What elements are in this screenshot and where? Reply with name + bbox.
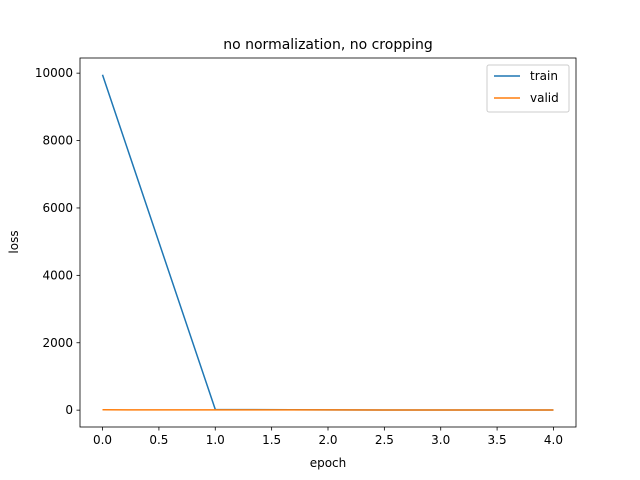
x-tick-label: 1.0 xyxy=(206,433,225,447)
y-tick-label: 0 xyxy=(65,403,73,417)
y-tick-label: 6000 xyxy=(42,201,73,215)
x-tick-label: 1.5 xyxy=(262,433,281,447)
plot-area xyxy=(101,74,554,411)
x-axis-label: epoch xyxy=(310,456,347,470)
x-tick-label: 4.0 xyxy=(544,433,563,447)
x-tick-label: 2.5 xyxy=(375,433,394,447)
x-tick-label: 2.0 xyxy=(318,433,337,447)
legend: train valid xyxy=(486,64,570,113)
x-tick-label: 0.5 xyxy=(149,433,168,447)
y-tick-label: 10000 xyxy=(35,66,73,80)
legend-label-valid: valid xyxy=(530,91,559,105)
chart-title: no normalization, no cropping xyxy=(223,37,433,53)
y-tick-label: 8000 xyxy=(42,134,73,148)
y-tick-label: 2000 xyxy=(42,336,73,350)
y-tick-label: 4000 xyxy=(42,268,73,282)
axes-ticks: 0.0 0.5 1.0 1.5 2.0 2.5 3.0 3.5 4.0 0 2000 4000 6000… xyxy=(35,57,577,447)
x-tick-label: 0.0 xyxy=(93,433,112,447)
y-axis-label: loss xyxy=(7,230,21,253)
legend-label-train: train xyxy=(530,69,558,83)
x-tick-label: 3.0 xyxy=(431,433,450,447)
x-tick-label: 3.5 xyxy=(488,433,507,447)
